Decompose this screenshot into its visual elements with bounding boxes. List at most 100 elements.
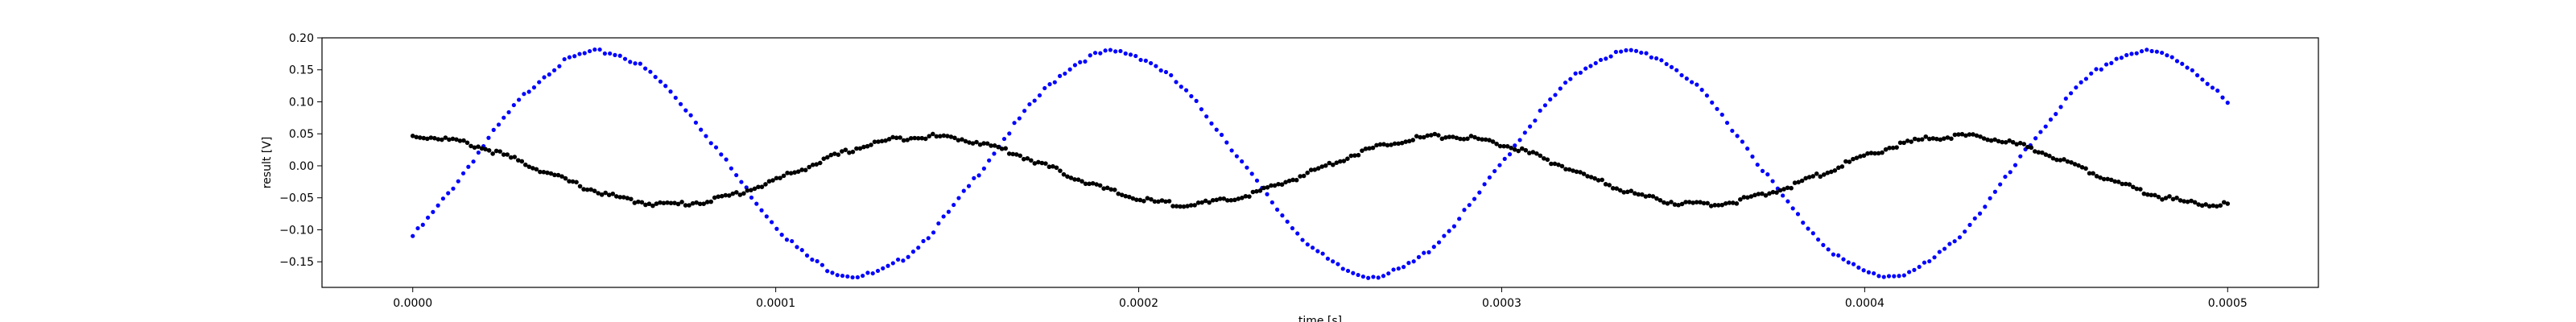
data-point <box>1265 184 1270 190</box>
data-point <box>803 167 808 173</box>
data-point <box>1795 212 1801 217</box>
data-point <box>926 236 931 241</box>
data-point <box>1695 82 1699 87</box>
data-point <box>633 61 638 66</box>
data-point <box>1012 121 1017 126</box>
data-point <box>2180 61 2185 66</box>
data-point <box>1130 196 1136 201</box>
data-point <box>1240 196 1245 200</box>
data-point <box>603 190 608 196</box>
data-point <box>861 144 866 150</box>
data-point <box>1360 148 1364 153</box>
data-point <box>443 135 448 140</box>
data-point <box>1963 229 1967 234</box>
data-point <box>1604 56 1608 61</box>
data-point <box>989 143 993 148</box>
data-point <box>1185 204 1190 208</box>
data-point <box>1166 199 1172 204</box>
data-point <box>1988 196 1992 200</box>
data-point <box>1818 174 1823 180</box>
data-point <box>1745 147 1750 151</box>
data-point <box>1052 80 1057 85</box>
data-point <box>1058 168 1063 173</box>
data-point <box>1487 175 1492 180</box>
data-point <box>592 47 597 52</box>
data-point <box>1974 133 1979 138</box>
data-point <box>1745 195 1750 200</box>
data-point <box>2178 198 2183 203</box>
data-point <box>1803 175 1808 181</box>
data-point <box>1163 199 1168 204</box>
data-point <box>1254 178 1260 183</box>
data-point <box>415 225 420 231</box>
data-point <box>1275 207 1280 212</box>
data-point <box>1665 201 1670 206</box>
data-point <box>1785 199 1790 204</box>
data-point <box>584 187 590 192</box>
data-point <box>1854 155 1860 160</box>
data-point <box>1108 187 1114 192</box>
data-point <box>890 261 895 266</box>
data-point <box>2010 139 2016 145</box>
data-point <box>872 139 877 144</box>
data-point <box>1367 146 1372 151</box>
data-point <box>2062 157 2066 162</box>
data-point <box>938 134 943 138</box>
data-point <box>946 209 952 214</box>
data-point <box>1141 199 1146 204</box>
data-point <box>1553 93 1558 97</box>
data-point <box>2138 187 2143 192</box>
data-point <box>824 155 830 160</box>
data-point <box>1247 194 1252 199</box>
data-point <box>1207 200 1212 205</box>
data-point <box>1254 188 1259 194</box>
data-point <box>421 135 427 141</box>
data-point <box>898 135 902 140</box>
data-point <box>1712 203 1718 208</box>
data-point <box>572 54 577 59</box>
data-point <box>1858 154 1863 159</box>
data-point <box>1861 268 1866 273</box>
data-point <box>476 150 481 155</box>
data-point <box>1261 185 1266 191</box>
data-point <box>967 140 972 145</box>
data-point <box>1583 66 1588 71</box>
data-point <box>1923 134 1929 139</box>
data-point <box>1608 54 1613 59</box>
data-point <box>2156 194 2161 200</box>
data-point <box>679 200 684 204</box>
data-point <box>1300 237 1305 242</box>
data-point <box>537 80 542 85</box>
data-point <box>712 195 717 200</box>
data-point <box>2013 163 2018 167</box>
data-point <box>910 250 916 254</box>
data-point <box>1385 142 1390 148</box>
data-point <box>2154 49 2159 54</box>
data-point <box>1451 224 1457 229</box>
data-point <box>1152 199 1158 204</box>
data-point <box>734 172 739 178</box>
data-point <box>1217 196 1223 201</box>
data-point <box>505 152 510 157</box>
data-point <box>1480 137 1484 142</box>
data-point <box>1063 71 1067 76</box>
data-point <box>1078 60 1083 64</box>
data-point <box>1123 51 1128 56</box>
data-point <box>1072 63 1078 68</box>
data-point <box>963 138 968 144</box>
data-point <box>1679 201 1685 207</box>
data-point <box>1429 133 1434 138</box>
data-point <box>2079 165 2085 170</box>
data-point <box>1613 49 1618 55</box>
data-point <box>723 192 729 198</box>
data-point <box>855 275 860 280</box>
data-point <box>835 273 840 278</box>
data-point <box>687 203 691 208</box>
data-point <box>1228 197 1234 203</box>
data-point <box>1727 200 1732 205</box>
data-point <box>2199 203 2205 208</box>
data-point <box>981 166 986 171</box>
data-point <box>1116 191 1121 196</box>
data-point <box>1051 163 1055 169</box>
data-point <box>795 169 801 174</box>
